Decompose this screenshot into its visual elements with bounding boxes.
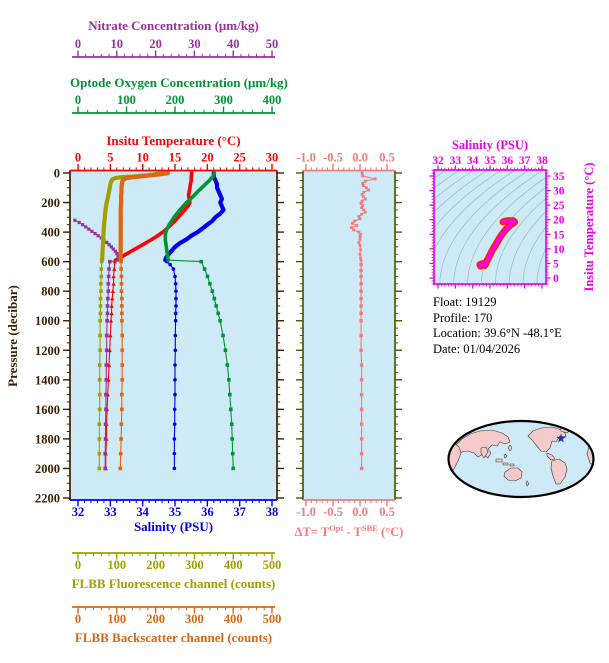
- svg-text:1800: 1800: [35, 432, 60, 446]
- svg-text:32: 32: [432, 155, 444, 167]
- delta-t-plot: -1.0 -0.5 0.0 0.5 -1.0 -0.5 0.0 0.5: [296, 151, 402, 519]
- svg-text:37: 37: [233, 505, 246, 519]
- svg-text:38: 38: [266, 505, 279, 519]
- svg-text:37: 37: [519, 155, 531, 167]
- svg-text:33: 33: [104, 505, 117, 519]
- svg-text:100: 100: [107, 558, 126, 572]
- svg-text:300: 300: [185, 612, 204, 626]
- svg-text:20: 20: [201, 151, 214, 165]
- svg-text:400: 400: [224, 612, 243, 626]
- svg-text:1200: 1200: [35, 344, 60, 358]
- svg-text:33: 33: [450, 155, 462, 167]
- svg-text:35: 35: [169, 505, 182, 519]
- svg-text:0: 0: [54, 167, 60, 181]
- svg-text:500: 500: [263, 558, 282, 572]
- profile-line: Profile: 170: [433, 310, 493, 325]
- svg-text:34: 34: [136, 505, 149, 519]
- svg-text:-0.5: -0.5: [323, 505, 343, 519]
- svg-text:0: 0: [75, 93, 81, 107]
- ts-temperature-axis-title: Insitu Temperature (°C): [582, 162, 596, 292]
- svg-text:2000: 2000: [35, 462, 60, 476]
- svg-text:0.5: 0.5: [379, 505, 395, 519]
- svg-text:400: 400: [41, 226, 60, 240]
- svg-text:0: 0: [75, 558, 81, 572]
- svg-text:10: 10: [111, 37, 124, 51]
- svg-text:200: 200: [146, 612, 165, 626]
- temperature-axis-title: Insitu Temperature (°C): [106, 133, 241, 148]
- svg-text:400: 400: [224, 558, 243, 572]
- svg-text:0: 0: [75, 37, 81, 51]
- svg-text:200: 200: [166, 93, 185, 107]
- svg-text:-0.5: -0.5: [323, 151, 343, 165]
- backscatter-axis-title: FLBB Backscatter channel (counts): [74, 630, 273, 645]
- svg-text:2200: 2200: [35, 492, 60, 506]
- svg-text:36: 36: [502, 155, 514, 167]
- svg-text:0: 0: [75, 151, 81, 165]
- svg-text:-1.0: -1.0: [296, 151, 316, 165]
- location-line: Location: 39.6°N -48.1°E: [433, 326, 562, 340]
- svg-text:38: 38: [536, 155, 548, 167]
- svg-text:30: 30: [553, 186, 565, 198]
- svg-text:0: 0: [553, 273, 559, 285]
- svg-text:0: 0: [75, 612, 81, 626]
- svg-text:100: 100: [107, 612, 126, 626]
- svg-text:30: 30: [188, 37, 201, 51]
- svg-text:300: 300: [214, 93, 233, 107]
- svg-text:20: 20: [149, 37, 162, 51]
- svg-text:1600: 1600: [35, 403, 60, 417]
- svg-text:600: 600: [41, 255, 60, 269]
- date-line: Date: 01/04/2026: [433, 341, 521, 356]
- svg-text:5: 5: [553, 258, 559, 270]
- svg-text:1400: 1400: [35, 373, 60, 387]
- svg-text:200: 200: [41, 196, 60, 210]
- ts-diagram-plot: 32 33 34 35 36 37 38 0 5 10 15 20 25 30 35: [429, 155, 565, 289]
- svg-text:0.0: 0.0: [352, 505, 368, 519]
- svg-text:0.5: 0.5: [379, 151, 395, 165]
- svg-text:35: 35: [484, 155, 496, 167]
- svg-text:15: 15: [169, 151, 182, 165]
- svg-text:10: 10: [136, 151, 149, 165]
- svg-text:0.0: 0.0: [352, 151, 368, 165]
- svg-text:10: 10: [553, 244, 565, 256]
- delta-t-axis-title: ΔT= TOpt - TSBE (°C): [294, 523, 404, 540]
- main-profile-plot: 0200400600800100012001400160018002000220…: [35, 37, 284, 626]
- svg-text:35: 35: [553, 171, 565, 183]
- svg-text:40: 40: [227, 37, 240, 51]
- svg-text:20: 20: [553, 215, 565, 227]
- svg-text:34: 34: [467, 155, 479, 167]
- svg-text:500: 500: [263, 612, 282, 626]
- svg-text:30: 30: [266, 151, 279, 165]
- nitrate-axis-title: Nitrate Concentration (μm/kg): [88, 18, 259, 33]
- svg-text:200: 200: [146, 558, 165, 572]
- svg-text:-1.0: -1.0: [296, 505, 316, 519]
- pressure-axis-title: Pressure (decibar): [5, 285, 20, 387]
- ts-salinity-axis-title: Salinity (PSU): [451, 138, 529, 152]
- svg-text:32: 32: [72, 505, 85, 519]
- oxygen-axis-title: Optode Oxygen Concentration (μm/kg): [70, 75, 288, 90]
- world-map: [447, 419, 595, 499]
- svg-text:25: 25: [233, 151, 246, 165]
- float-location-marker: [556, 433, 566, 443]
- svg-text:50: 50: [266, 37, 279, 51]
- svg-text:25: 25: [553, 200, 565, 212]
- salinity-axis-title: Salinity (PSU): [133, 519, 214, 534]
- svg-text:800: 800: [41, 285, 60, 299]
- svg-text:300: 300: [185, 558, 204, 572]
- float-id-line: Float: 19129: [433, 295, 497, 309]
- svg-text:36: 36: [201, 505, 214, 519]
- float-info-block: Float: 19129 Profile: 170 Location: 39.6…: [433, 295, 562, 357]
- svg-text:100: 100: [117, 93, 136, 107]
- svg-text:1000: 1000: [35, 314, 60, 328]
- svg-text:5: 5: [107, 151, 113, 165]
- svg-text:15: 15: [553, 229, 565, 241]
- svg-text:400: 400: [263, 93, 282, 107]
- fluorescence-axis-title: FLBB Fluorescence channel (counts): [71, 576, 276, 591]
